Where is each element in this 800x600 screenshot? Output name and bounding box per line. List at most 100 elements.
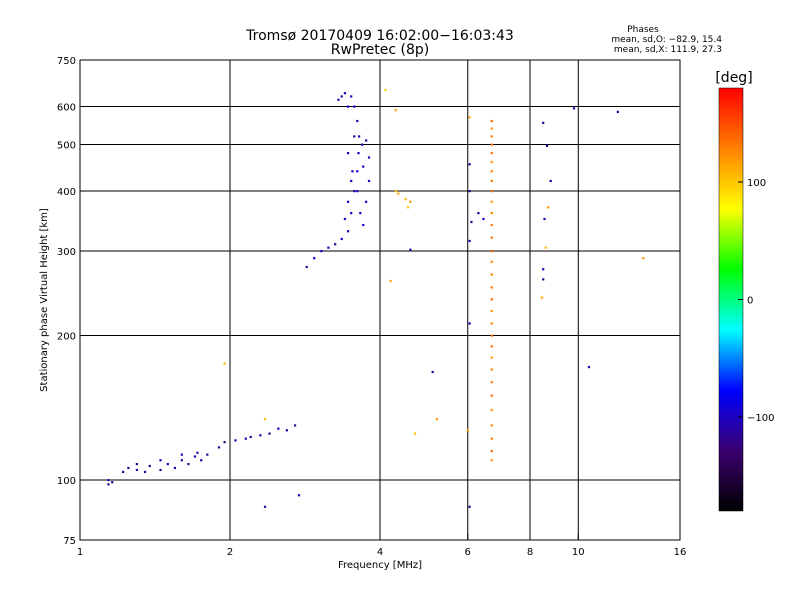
- data-point: [490, 250, 493, 253]
- data-point: [413, 432, 417, 435]
- data-point: [351, 170, 354, 173]
- data-point: [490, 437, 493, 440]
- x-tick-label: 6: [465, 547, 471, 558]
- x-tick-label: 1: [77, 547, 83, 558]
- data-point: [362, 165, 365, 168]
- data-point: [545, 144, 549, 147]
- data-point: [200, 459, 203, 462]
- colorbar-label: [deg]: [715, 70, 752, 86]
- data-point: [389, 279, 392, 283]
- data-point: [468, 239, 471, 243]
- data-point: [320, 250, 323, 253]
- data-point: [350, 179, 353, 183]
- data-point: [365, 139, 368, 142]
- data-point: [337, 98, 340, 101]
- phases-x-stats: mean, sd,X: 111.9, 27.3: [614, 45, 722, 55]
- phases-title: Phases: [627, 25, 659, 35]
- data-point: [587, 365, 591, 369]
- data-point: [490, 322, 493, 325]
- data-point: [122, 470, 125, 474]
- data-point: [404, 198, 407, 201]
- data-point: [166, 462, 169, 466]
- data-point: [107, 479, 110, 482]
- data-point: [490, 152, 493, 155]
- data-point: [127, 466, 130, 470]
- data-point: [356, 170, 359, 173]
- data-point: [470, 220, 473, 224]
- data-point: [490, 200, 493, 203]
- y-tick-label: 300: [57, 247, 76, 258]
- x-tick-label: 2: [227, 547, 233, 558]
- data-point: [490, 273, 493, 276]
- data-point: [346, 230, 350, 233]
- data-point: [468, 163, 471, 166]
- data-point: [135, 462, 138, 466]
- data-point: [490, 408, 493, 412]
- data-point: [490, 119, 493, 123]
- data-point: [490, 179, 493, 183]
- data-point: [642, 257, 645, 260]
- data-point: [397, 192, 400, 195]
- y-tick-label: 400: [57, 187, 76, 198]
- data-point: [135, 468, 138, 472]
- data-point: [343, 217, 347, 221]
- data-point: [490, 143, 493, 146]
- x-tick-label: 4: [377, 547, 383, 558]
- data-point: [180, 459, 183, 462]
- data-point: [159, 468, 162, 472]
- data-point: [490, 286, 493, 289]
- data-point: [357, 135, 361, 138]
- data-point: [187, 462, 190, 466]
- data-point: [490, 394, 493, 397]
- data-point: [468, 322, 471, 325]
- data-point: [357, 152, 360, 155]
- colorbar-tick-label: 100: [747, 178, 766, 189]
- data-point: [490, 170, 493, 173]
- data-point: [490, 260, 493, 263]
- data-point: [346, 105, 350, 108]
- data-point: [327, 246, 330, 249]
- x-axis-label: Frequency [MHz]: [338, 560, 422, 571]
- data-point: [159, 459, 162, 462]
- data-point: [616, 110, 619, 113]
- data-point: [206, 453, 209, 456]
- data-point: [542, 268, 545, 271]
- data-point: [249, 435, 252, 439]
- data-point: [490, 127, 493, 130]
- data-point: [148, 464, 151, 468]
- chart-title: Tromsø 20170409 16:02:00−16:03:43: [245, 28, 514, 44]
- colorbar-ticks: 100 0 −100: [738, 178, 774, 424]
- data-point: [305, 265, 308, 269]
- y-tick-label: 750: [57, 56, 76, 67]
- data-point: [365, 200, 368, 203]
- data-point: [180, 453, 183, 456]
- data-point: [193, 455, 197, 458]
- phases-o-stats: mean, sd,O: −82.9, 15.4: [611, 35, 722, 45]
- data-point: [468, 116, 471, 119]
- data-point: [468, 505, 471, 508]
- data-point: [367, 179, 371, 183]
- data-point: [263, 505, 267, 508]
- data-point: [490, 449, 493, 453]
- data-point: [356, 119, 359, 123]
- data-point: [359, 212, 362, 215]
- data-point: [490, 381, 493, 384]
- data-point: [435, 418, 438, 421]
- data-point: [259, 434, 262, 437]
- data-point: [234, 439, 237, 442]
- data-point: [223, 362, 226, 365]
- data-point: [549, 179, 552, 183]
- x-axis-ticks: 1 2 4 6 8 10 16: [77, 534, 687, 558]
- colorbar-tick-label: −100: [747, 413, 774, 424]
- data-point: [340, 95, 343, 98]
- data-point: [490, 356, 493, 359]
- data-point: [360, 143, 364, 146]
- data-point: [268, 432, 271, 435]
- data-point: [409, 248, 412, 251]
- y-axis-label: Stationary phase Virtual Height [km]: [39, 208, 50, 392]
- x-tick-label: 16: [674, 547, 687, 558]
- data-point: [346, 200, 350, 203]
- chart-subtitle: RwPretec (8p): [331, 42, 429, 58]
- data-points: [107, 88, 645, 508]
- data-point: [490, 345, 493, 348]
